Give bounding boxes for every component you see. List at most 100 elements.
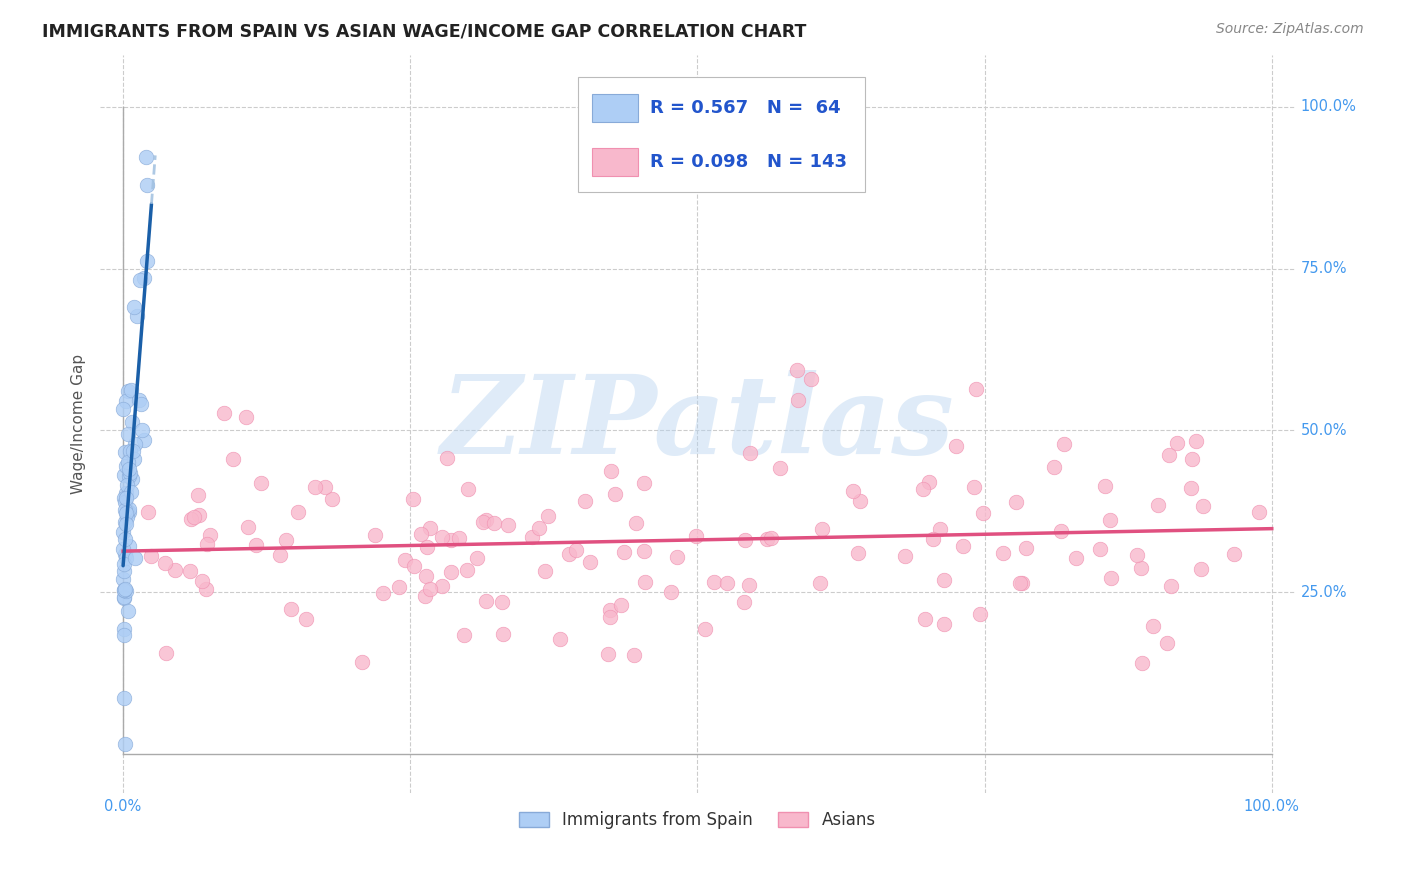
Point [179, 564, 201, 578]
Point [128, 393, 150, 408]
Point [610, 599, 633, 613]
Point [388, 580, 411, 594]
Point [114, 547, 136, 561]
Point [114, 532, 136, 546]
Point [1053, 437, 1076, 451]
Point [596, 647, 619, 661]
Point [579, 555, 602, 569]
Point [599, 464, 621, 478]
Text: 100.0%: 100.0% [1244, 799, 1299, 814]
Point [402, 491, 425, 506]
Point [195, 582, 218, 596]
Point [737, 578, 759, 592]
Point [972, 506, 994, 520]
Text: IMMIGRANTS FROM SPAIN VS ASIAN WAGE/INCOME GAP CORRELATION CHART: IMMIGRANTS FROM SPAIN VS ASIAN WAGE/INCO… [42, 22, 807, 40]
Point [294, 612, 316, 626]
Point [436, 450, 458, 465]
Point [1011, 576, 1033, 591]
Point [117, 427, 139, 442]
Legend: Immigrants from Spain, Asians: Immigrants from Spain, Asians [513, 805, 883, 836]
Point [118, 443, 141, 458]
Point [124, 551, 146, 566]
Point [112, 572, 135, 586]
Point [564, 542, 586, 557]
Text: 25.0%: 25.0% [1301, 584, 1347, 599]
Point [962, 480, 984, 494]
Point [112, 564, 135, 578]
Point [114, 737, 136, 751]
Point [786, 362, 808, 376]
Point [112, 402, 135, 417]
Point [180, 512, 202, 526]
Point [965, 382, 987, 396]
Point [1042, 459, 1064, 474]
Point [624, 516, 647, 530]
Point [404, 558, 426, 573]
Point [115, 486, 138, 500]
Text: 0.0%: 0.0% [104, 799, 142, 814]
Point [352, 655, 374, 669]
Point [118, 540, 141, 554]
Bar [592, 148, 638, 176]
Point [304, 480, 326, 494]
Point [761, 532, 783, 546]
Point [131, 423, 153, 437]
Point [115, 394, 138, 409]
Point [280, 601, 302, 615]
Point [613, 545, 636, 559]
Bar [592, 95, 638, 122]
Point [413, 589, 436, 603]
Point [114, 582, 136, 596]
Point [1159, 448, 1181, 462]
Point [1008, 576, 1031, 591]
Point [129, 397, 152, 411]
Point [197, 537, 219, 551]
Point [1185, 434, 1208, 448]
Point [811, 521, 834, 535]
Point [235, 410, 257, 425]
Point [1181, 451, 1204, 466]
Point [114, 515, 136, 529]
Point [112, 590, 135, 604]
Point [633, 544, 655, 558]
Point [114, 506, 136, 520]
Point [115, 491, 138, 505]
Point [527, 521, 550, 535]
Point [1014, 541, 1036, 556]
Y-axis label: Wage/Income Gap: Wage/Income Gap [72, 354, 86, 494]
Point [734, 533, 756, 547]
Point [191, 574, 214, 588]
Point [245, 538, 267, 552]
Point [716, 576, 738, 591]
Point [114, 628, 136, 642]
Point [117, 384, 139, 398]
Point [550, 632, 572, 646]
Point [846, 546, 869, 560]
Point [849, 493, 872, 508]
Point [786, 393, 808, 408]
Point [115, 477, 138, 491]
Point [1160, 579, 1182, 593]
Point [125, 309, 148, 323]
Point [117, 454, 139, 468]
Point [364, 528, 387, 542]
Point [321, 491, 343, 506]
Point [155, 646, 177, 660]
Point [1088, 541, 1111, 556]
Point [114, 445, 136, 459]
Point [418, 521, 440, 535]
Point [373, 586, 395, 600]
Point [188, 508, 211, 523]
Point [491, 626, 513, 640]
Point [472, 515, 495, 529]
Point [394, 553, 416, 567]
Point [991, 546, 1014, 560]
Text: R = 0.567   N =  64: R = 0.567 N = 64 [650, 99, 841, 117]
Point [222, 452, 245, 467]
Point [212, 406, 235, 420]
Text: R = 0.098   N = 143: R = 0.098 N = 143 [650, 153, 846, 171]
Point [415, 569, 437, 583]
Point [432, 530, 454, 544]
Point [945, 439, 967, 453]
Point [1099, 513, 1122, 527]
